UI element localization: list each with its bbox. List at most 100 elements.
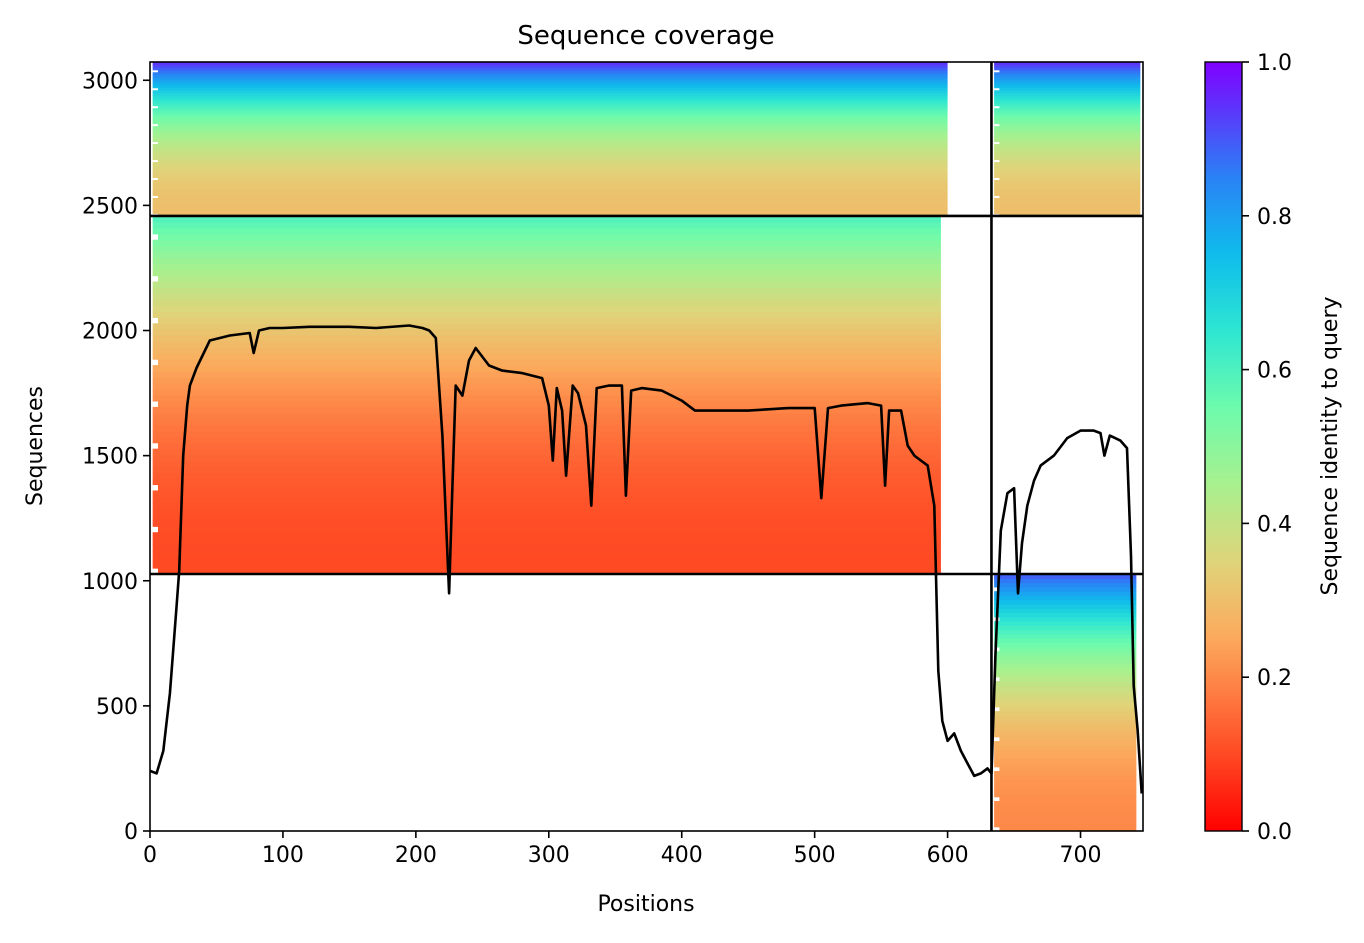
heatmap-band	[152, 169, 948, 173]
heatmap-band	[994, 711, 1137, 716]
heatmap-band	[152, 406, 941, 414]
heatmap-band	[152, 187, 948, 191]
heatmap-band	[152, 128, 948, 132]
heatmap-band	[157, 141, 948, 145]
heatmap-band	[152, 205, 948, 209]
heatmap-band	[152, 245, 941, 253]
heatmap-band	[152, 97, 948, 102]
heatmap-band	[994, 79, 1141, 84]
y-tick-label: 2500	[82, 194, 138, 219]
heatmap-band	[152, 131, 948, 135]
heatmap-band	[999, 586, 1137, 592]
heatmap-band	[994, 779, 1137, 785]
x-axis-title: Positions	[597, 892, 694, 917]
heatmap-band	[994, 115, 1141, 120]
heatmap-band	[152, 164, 948, 168]
heatmap-band	[994, 192, 1141, 196]
heatmap-band	[994, 149, 1141, 153]
heatmap-band	[994, 172, 1141, 176]
heatmap-band	[152, 490, 941, 498]
heatmap-band	[994, 693, 1137, 699]
x-axis-ticks: 0 100 200 300 400 500 600 700	[143, 831, 1102, 868]
heatmap-band	[152, 215, 941, 223]
heatmap-band	[152, 251, 941, 259]
heatmap-band	[152, 200, 948, 204]
heatmap-band	[994, 685, 1137, 691]
heatmap-band	[152, 347, 941, 354]
heatmap-band	[152, 269, 941, 277]
heatmap-band	[999, 69, 1141, 73]
heatmap-band	[152, 562, 941, 569]
chain-break-lines	[150, 62, 1143, 831]
heatmap-band	[152, 115, 948, 120]
heatmap-band	[152, 221, 941, 229]
heatmap-band	[994, 689, 1137, 695]
heatmap-band	[994, 681, 1137, 686]
heatmap-band	[157, 275, 941, 283]
heatmap-band	[994, 85, 1141, 89]
colorbar-tick-label: 0.2	[1257, 666, 1292, 691]
heatmap-band	[152, 121, 948, 125]
heatmap-band	[152, 92, 948, 96]
heatmap-band	[157, 359, 941, 366]
heatmap-band	[994, 574, 1137, 579]
heatmap-band	[999, 706, 1137, 712]
heatmap-band	[152, 448, 941, 456]
heatmap-band	[152, 72, 948, 76]
y-axis-ticks: 0 500 1000 1500 2000 2500 3000	[82, 69, 150, 845]
heatmap-band	[152, 151, 948, 155]
heatmap-band	[152, 538, 941, 545]
heatmap-band	[994, 174, 1141, 179]
heatmap-band	[994, 208, 1141, 212]
heatmap-band	[999, 646, 1137, 652]
heatmap-band	[994, 100, 1141, 104]
heatmap-band	[152, 335, 941, 342]
heatmap-band	[152, 287, 941, 295]
heatmap-band	[152, 508, 941, 515]
coverage-line	[150, 324, 1143, 794]
heatmap-band	[152, 126, 948, 130]
heatmap-band	[994, 638, 1137, 644]
heatmap-band	[994, 108, 1141, 112]
heatmap-band	[994, 118, 1141, 122]
y-tick-label: 2000	[82, 320, 138, 345]
heatmap-band	[152, 62, 948, 66]
heatmap-band	[152, 185, 948, 189]
chart-title: Sequence coverage	[517, 21, 774, 51]
heatmap-band	[152, 100, 948, 104]
coverage-line-layer	[150, 324, 1143, 794]
heatmap-band	[994, 164, 1141, 168]
heatmap-band	[152, 85, 948, 89]
heatmap-band	[994, 169, 1141, 173]
heatmap-band	[999, 87, 1141, 91]
heatmap-band	[152, 377, 941, 384]
heatmap-band	[994, 775, 1137, 781]
x-tick-label: 500	[794, 843, 836, 868]
y-tick-label: 1000	[82, 570, 138, 595]
heatmap-band	[157, 568, 941, 575]
heatmap-band	[994, 185, 1141, 189]
heatmap-band	[994, 745, 1137, 751]
y-tick-label: 500	[96, 695, 138, 720]
heatmap-band	[994, 210, 1141, 214]
colorbar-label: Sequence identity to query	[1318, 296, 1343, 595]
heatmap-band	[994, 758, 1137, 764]
heatmap-band	[152, 133, 948, 137]
heatmap-band	[994, 792, 1137, 798]
heatmap-band	[994, 72, 1141, 76]
heatmap-band	[994, 128, 1141, 132]
heatmap-band	[152, 136, 948, 140]
heatmap-band	[994, 82, 1141, 86]
heatmap-band	[994, 121, 1141, 125]
heatmap-band	[994, 200, 1141, 204]
y-tick-label: 0	[124, 820, 138, 845]
heatmap-band	[152, 172, 948, 176]
x-tick-label: 400	[661, 843, 703, 868]
colorbar-ticks: 0.0 0.2 0.4 0.6 0.8 1.0	[1242, 51, 1292, 845]
heatmap-band	[994, 582, 1137, 588]
heatmap-band	[152, 353, 941, 360]
heatmap-band	[994, 698, 1137, 704]
heatmap-band	[152, 436, 941, 444]
